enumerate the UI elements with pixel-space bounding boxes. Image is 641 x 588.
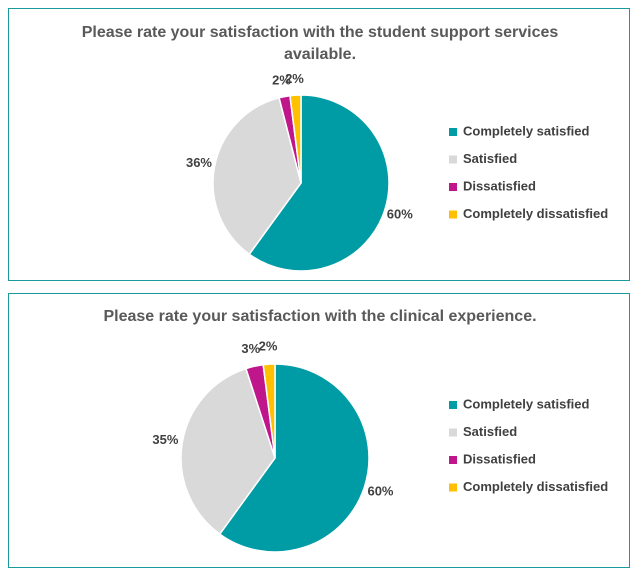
legend-swatch (449, 128, 457, 136)
legend-swatch (449, 456, 457, 464)
legend-label: Completely satisfied (463, 396, 589, 411)
data-label: 60% (367, 484, 393, 499)
chart-frame (8, 293, 630, 568)
pie-slice (212, 96, 302, 256)
legend-label: Satisfied (463, 151, 517, 166)
data-label: 60% (387, 207, 413, 222)
data-label: 3% (241, 341, 260, 356)
chart-title: Please rate your satisfaction with the c… (103, 308, 537, 325)
data-label: 35% (152, 432, 178, 447)
pie-slice (180, 367, 276, 536)
legend-swatch (449, 483, 457, 492)
legend-label: Completely satisfied (463, 123, 589, 138)
legend-swatch (449, 183, 457, 191)
data-label: 2% (259, 339, 278, 354)
legend-swatch (449, 210, 457, 219)
pie-slice (262, 363, 276, 459)
pie-slice (248, 94, 390, 272)
legend-swatch (449, 155, 457, 164)
legend-label: Completely dissatisfied (463, 206, 608, 221)
legend-label: Dissatisfied (463, 451, 536, 466)
legend-label: Completely dissatisfied (463, 479, 608, 494)
legend-label: Satisfied (463, 424, 517, 439)
pie-slice (289, 94, 302, 184)
pie-slice (218, 363, 370, 553)
legend-swatch (449, 428, 457, 437)
data-label: 2% (285, 71, 304, 86)
legend-label: Dissatisfied (463, 178, 536, 193)
chart-frame (8, 8, 630, 281)
chart-title: Please rate your satisfaction with the s… (81, 24, 559, 63)
data-label: 2% (272, 72, 291, 87)
data-label: 36% (186, 155, 212, 170)
legend-swatch (449, 401, 457, 409)
